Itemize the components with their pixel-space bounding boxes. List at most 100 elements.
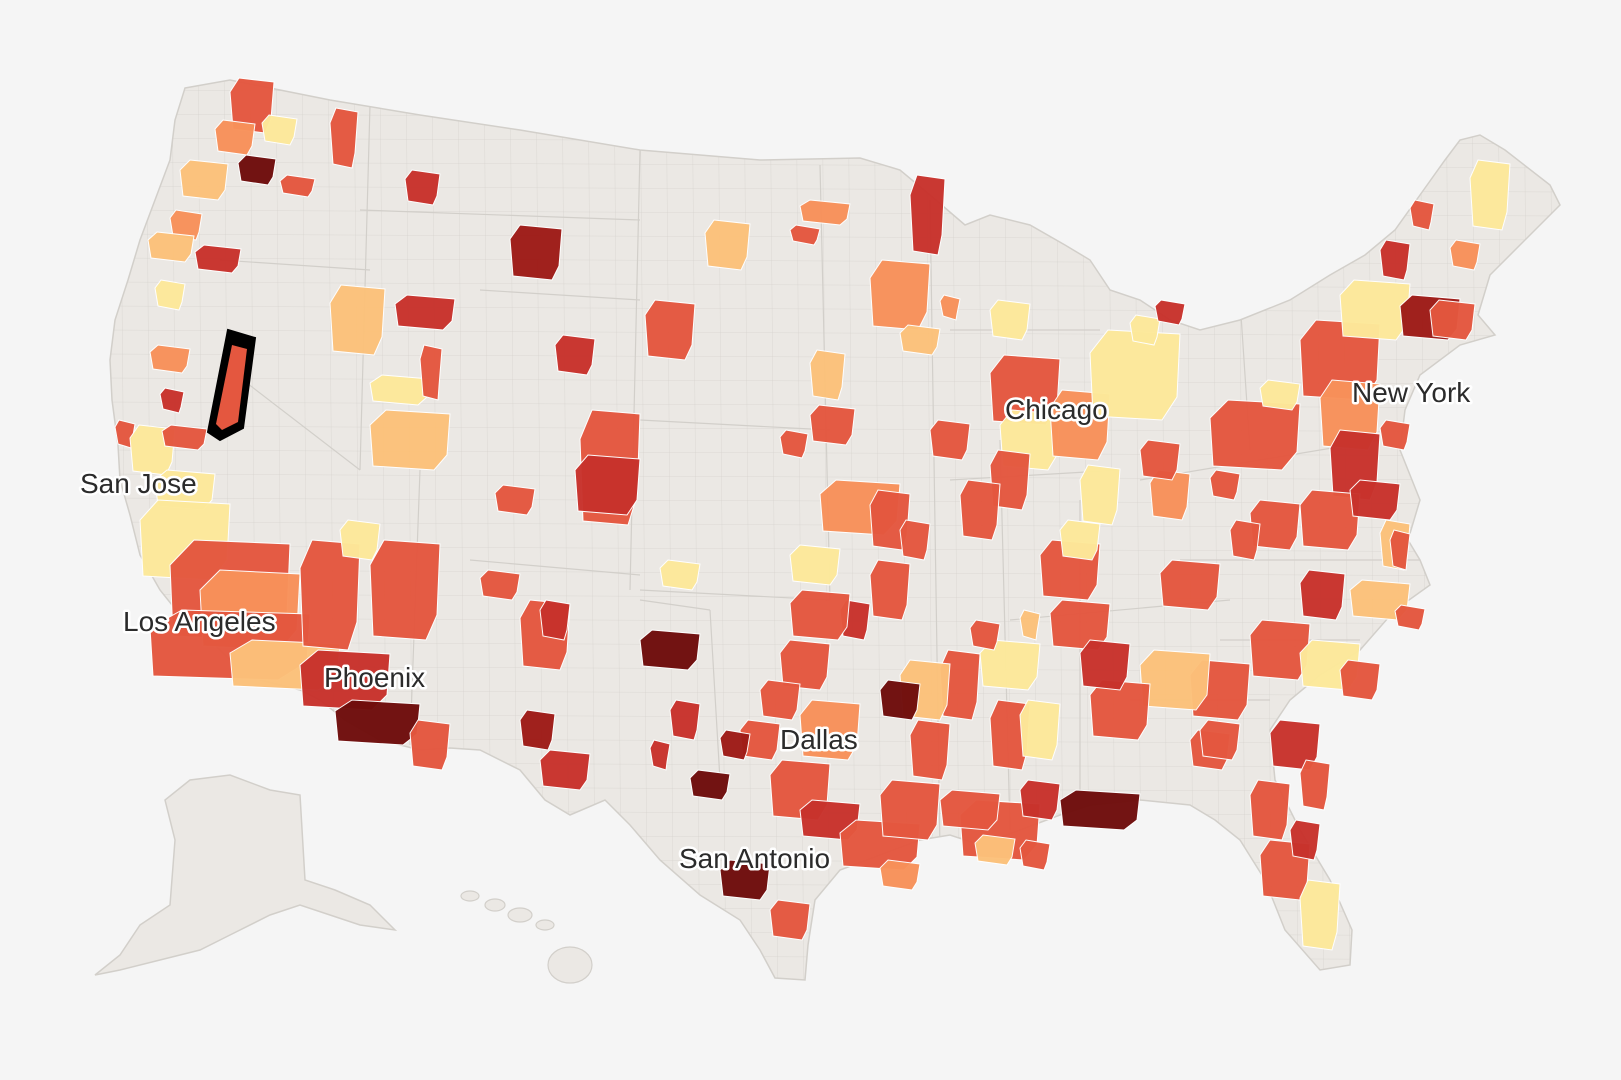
metro-region [974,834,1016,866]
county-boundary-line [691,80,701,980]
metro-region [769,899,811,941]
state-boundary-line [629,149,641,591]
metro-region [779,639,831,691]
metro-region [1429,299,1476,341]
metro-region [237,154,277,186]
metro-region [279,174,316,198]
county-boundary-line [110,473,1560,481]
city-label-layer: San Jose Los Angeles Phoenix Chicago New… [78,375,1474,877]
metro-region [1349,479,1401,521]
metro-region [539,749,591,791]
metro-region [574,454,641,516]
metro-region [899,519,931,561]
metro-region [689,769,731,801]
metro-region [494,484,536,516]
city-label-san-jose: San Jose [80,468,197,499]
metro-region [1019,839,1051,871]
metro-region [789,224,821,246]
metro-region [419,344,443,401]
metro-region [1199,719,1241,761]
metro-region [404,169,441,206]
metro-region [909,719,951,781]
metro-region [1299,569,1346,621]
metro-region [1089,329,1181,421]
metro-region [1159,559,1221,611]
metro-region [704,219,751,271]
metro-region [1299,879,1341,951]
metro-region [169,209,203,241]
metro-region [899,324,941,356]
metro-region [979,639,1041,691]
metro-region [519,709,556,751]
metro-region [147,231,195,263]
metro-region [369,374,431,406]
state-boundary-line [219,259,371,271]
metro-region [939,789,1001,831]
metro-region [1089,679,1151,741]
metro-region [799,699,861,761]
metro-region [1289,819,1321,861]
metro-region [1139,439,1181,481]
metro-region [1019,699,1061,761]
city-label-san-antonio: San Antonio [679,843,830,874]
hawaii-island-shape [547,946,593,984]
metro-region [1229,519,1261,561]
metro-region [1019,609,1041,641]
state-boundary-line [639,599,711,611]
metro-region [409,719,451,771]
metro-region [1079,464,1121,526]
metro-region [879,679,921,721]
city-label-phoenix: Phoenix [324,662,425,693]
metro-region [1259,379,1301,411]
metro-region [1149,469,1191,521]
region-layer [114,77,1511,951]
metro-region [809,404,856,446]
metro-region [329,107,359,169]
metro-region [1059,789,1141,831]
metro-region [214,119,256,156]
metro-region [479,569,521,601]
metro-region [1019,779,1061,821]
metro-region [1379,419,1411,451]
metro-region [989,449,1031,511]
metro-region [149,344,191,374]
hawaii-island-shape [460,890,480,902]
county-boundary-line [769,80,779,980]
metro-region [554,334,596,376]
state-boundary-line [709,609,721,781]
metro-region [719,729,751,761]
metro-region [809,349,846,401]
metro-region [1339,659,1381,701]
metro-region [194,244,242,274]
metro-region [799,199,851,226]
metro-region [869,259,931,331]
hawaii-island-shape [507,907,533,923]
county-boundary-line [665,80,675,980]
metro-region [1079,639,1131,691]
metro-region [509,224,563,281]
metro-region [1449,239,1481,271]
selected-region-fill [216,345,247,430]
selected-region-layer [206,328,257,442]
metro-region [1394,604,1426,631]
state-boundary-line [639,419,831,431]
metro-region [1249,619,1311,681]
city-label-new-york: New York [1352,377,1471,408]
county-boundary-line [743,80,753,980]
metro-region [394,294,456,331]
metro-region [159,387,185,414]
county-boundary-line [110,449,1560,457]
metro-region [909,174,946,256]
metro-region [759,679,801,721]
metro-region [639,629,701,671]
metro-region [779,429,809,459]
metro-region [929,419,971,461]
metro-region [989,299,1031,341]
county-boundary-line [110,281,1560,289]
metro-region [1339,279,1411,341]
state-boundary-line [479,289,641,301]
metro-region [261,114,298,146]
metro-region [959,479,1001,541]
state-boundary-line [359,209,641,221]
